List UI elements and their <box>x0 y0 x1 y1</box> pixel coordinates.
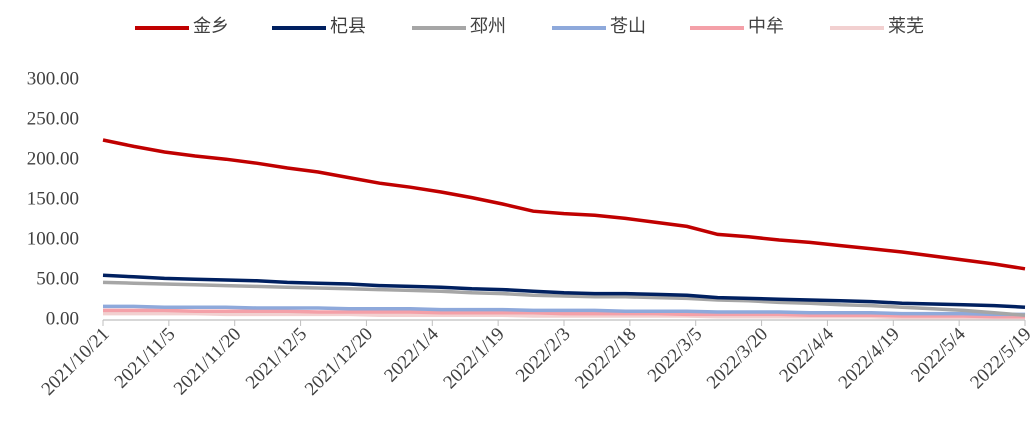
series-line <box>103 308 1025 319</box>
legend-label: 杞县 <box>330 16 366 36</box>
x-tick-label: 2021/11/5 <box>111 324 180 393</box>
x-tick-label: 2022/4/19 <box>835 324 904 393</box>
series-line <box>102 138 1026 271</box>
x-tick-label: 2022/3/5 <box>644 324 707 387</box>
legend-label: 莱芜 <box>888 16 924 36</box>
y-tick-label: 250.00 <box>27 108 79 129</box>
legend-label: 金乡 <box>193 16 229 36</box>
x-tick-label: 2022/2/18 <box>571 324 640 393</box>
x-tick-label: 2022/2/3 <box>512 324 575 387</box>
legend-label: 苍山 <box>610 16 646 36</box>
y-tick-label: 0.00 <box>46 308 79 329</box>
y-tick-label: 150.00 <box>27 188 79 209</box>
y-tick-label: 50.00 <box>36 268 79 289</box>
y-tick-label: 300.00 <box>27 68 79 89</box>
x-tick-label: 2022/1/4 <box>380 323 443 386</box>
x-tick-label: 2021/11/20 <box>170 324 246 400</box>
legend-label: 中牟 <box>748 16 784 36</box>
x-tick-label: 2021/12/20 <box>301 324 377 400</box>
x-tick-label: 2022/5/19 <box>966 324 1030 393</box>
x-tick-label: 2022/4/4 <box>775 323 838 386</box>
series-line <box>103 304 1025 317</box>
x-tick-label: 2021/12/5 <box>242 324 311 393</box>
y-tick-label: 100.00 <box>27 228 79 249</box>
series-line <box>102 280 1026 317</box>
y-tick-label: 200.00 <box>27 148 79 169</box>
x-tick-label: 2022/3/20 <box>703 324 772 393</box>
series-line <box>102 273 1026 309</box>
legend-label: 邳州 <box>470 16 506 36</box>
x-tick-label: 2021/10/21 <box>38 324 114 400</box>
x-tick-label: 2022/1/19 <box>439 324 508 393</box>
x-tick-label: 2022/5/4 <box>907 323 970 386</box>
